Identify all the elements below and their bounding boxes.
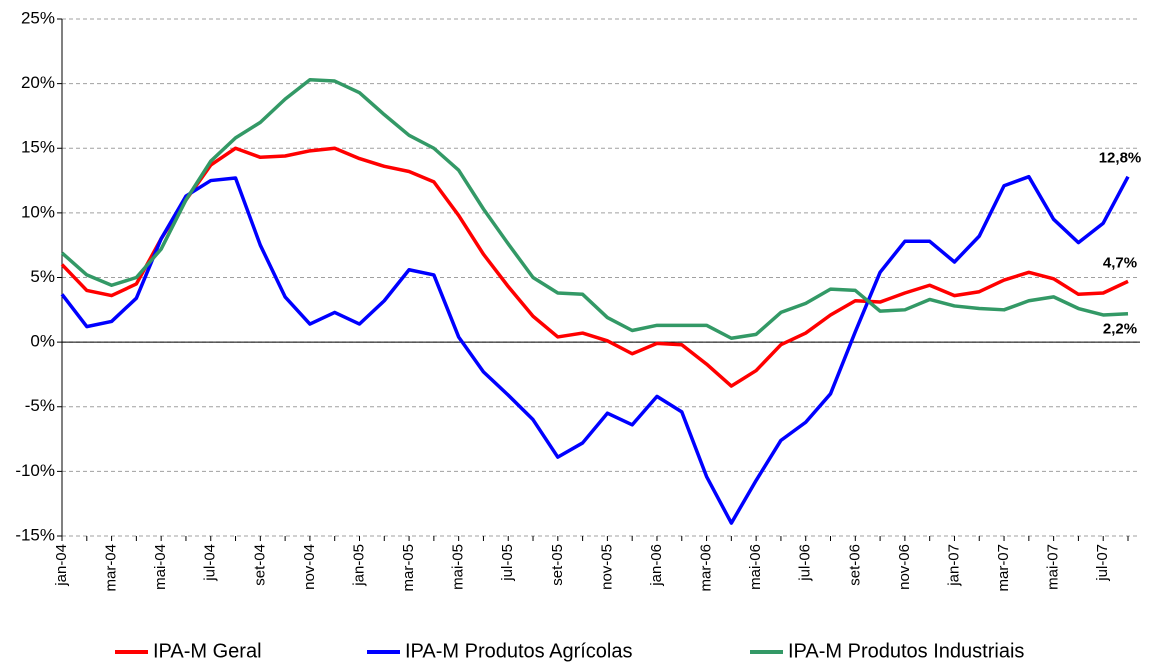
x-tick-label: jul-04 <box>202 544 219 582</box>
y-tick-label: -10% <box>15 461 55 480</box>
end-label: 4,7% <box>1103 254 1137 271</box>
end-label: 2,2% <box>1103 321 1137 338</box>
y-tick-label: 20% <box>21 73 55 92</box>
x-tick-label: mai-06 <box>747 544 764 590</box>
x-tick-label: jul-07 <box>1094 544 1111 582</box>
x-tick-label: nov-04 <box>301 544 318 590</box>
y-tick-label: -5% <box>25 396 55 415</box>
x-tick-label: nov-05 <box>598 544 615 590</box>
x-tick-label: jan-07 <box>945 544 962 587</box>
x-tick-label: mai-05 <box>450 544 467 590</box>
x-tick-label: jan-04 <box>53 544 70 587</box>
y-tick-label: -15% <box>15 525 55 544</box>
x-tick-label: jul-06 <box>797 544 814 582</box>
x-tick-label: jul-05 <box>499 544 516 582</box>
series-line <box>60 77 1129 340</box>
y-tick-label: 25% <box>21 8 55 27</box>
x-tick-label: mar-06 <box>698 544 715 592</box>
y-tick-label: 10% <box>21 202 55 221</box>
x-tick-label: set-05 <box>549 544 566 586</box>
x-tick-label: nov-06 <box>896 544 913 590</box>
y-tick-label: 0% <box>30 332 55 351</box>
legend-label: IPA-M Geral <box>153 640 262 662</box>
legend-label: IPA-M Produtos Industriais <box>788 640 1024 662</box>
x-tick-label: set-06 <box>846 544 863 586</box>
x-tick-label: jan-05 <box>350 544 367 587</box>
x-tick-label: mai-04 <box>152 544 169 590</box>
y-tick-label: 5% <box>30 267 55 286</box>
x-tick-label: set-04 <box>251 544 268 586</box>
x-tick-label: mar-04 <box>103 544 120 592</box>
series-line <box>60 174 1130 525</box>
x-tick-label: mar-07 <box>995 544 1012 592</box>
x-tick-label: jan-06 <box>648 544 665 587</box>
x-tick-label: mar-05 <box>400 544 417 592</box>
y-tick-label: 15% <box>21 138 55 157</box>
x-tick-label: mai-07 <box>1045 544 1062 590</box>
series-line <box>60 146 1129 388</box>
legend-label: IPA-M Produtos Agrícolas <box>405 640 633 662</box>
end-label: 12,8% <box>1099 150 1142 167</box>
